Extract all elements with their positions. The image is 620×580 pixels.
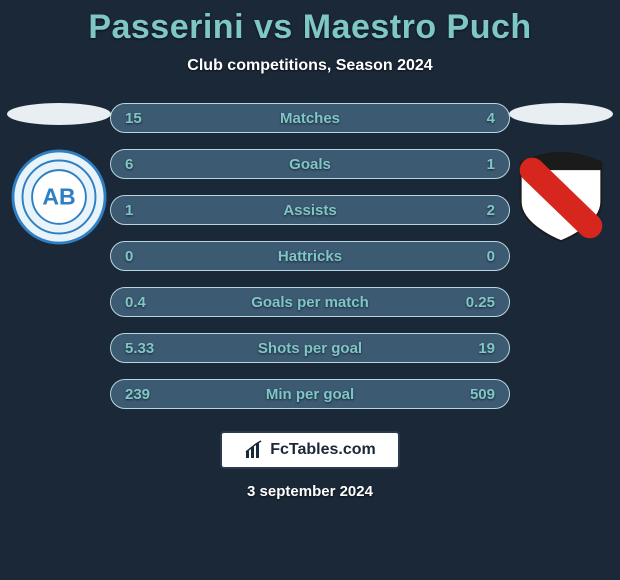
stat-row: 239509Min per goal [110,379,510,409]
right-team-crest-icon [513,149,609,245]
stat-row: 0.40.25Goals per match [110,287,510,317]
stat-bars: 154Matches 61Goals 12Assists 00Hattricks 0.4… [110,103,510,409]
stat-fill-right [238,380,509,408]
left-team-crest-icon: AB [11,149,107,245]
page-title: Passerini vs Maestro Puch [0,0,620,47]
stat-fill-left [111,380,238,408]
comparison-infographic: Passerini vs Maestro Puch Club competiti… [0,0,620,580]
stat-fill-right [310,242,509,270]
stat-fill-left [111,104,425,132]
right-team-column [506,103,616,245]
stat-fill-right [452,150,509,178]
brand-logo-icon [244,440,264,460]
stat-fill-right [356,288,509,316]
brand-box: FcTables.com [220,431,400,469]
stat-row: 154Matches [110,103,510,133]
stat-fill-left [111,196,244,224]
stat-row: 00Hattricks [110,241,510,271]
shadow-ellipse-left [7,103,111,125]
left-team-column: AB [4,103,114,245]
stat-fill-right [425,104,509,132]
svg-text:AB: AB [42,184,75,210]
content-area: AB 154Matches 61Goals 12Assists 00Hattricks… [0,103,620,409]
stat-row: 5.3319Shots per goal [110,333,510,363]
brand-text: FcTables.com [270,441,376,459]
stat-row: 61Goals [110,149,510,179]
shadow-ellipse-right [509,103,613,125]
stat-fill-left [111,242,310,270]
stat-fill-left [111,334,198,362]
stat-fill-right [244,196,509,224]
page-subtitle: Club competitions, Season 2024 [0,57,620,75]
stat-fill-left [111,288,356,316]
date-line: 3 september 2024 [0,483,620,500]
stat-row: 12Assists [110,195,510,225]
stat-fill-right [198,334,509,362]
stat-fill-left [111,150,452,178]
